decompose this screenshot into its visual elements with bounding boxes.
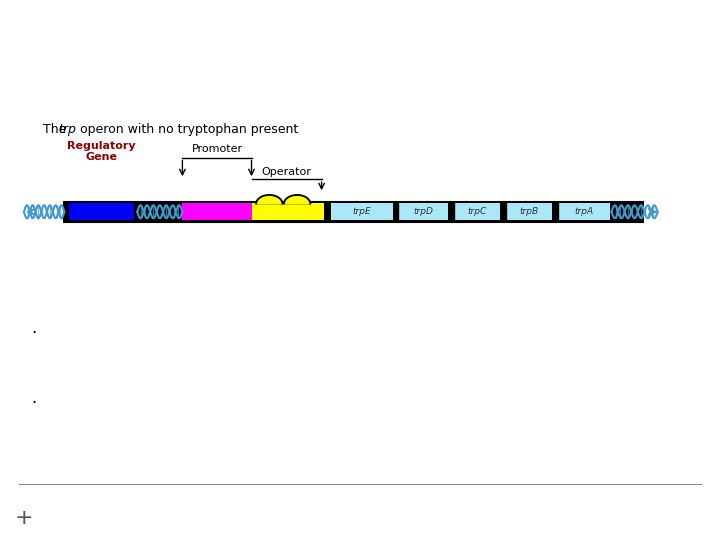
Text: operon with no tryptophan present: operon with no tryptophan present [76,123,298,136]
Text: The: The [43,123,71,136]
Text: .: . [32,389,37,407]
Bar [251,204,323,220]
Text: Operator: Operator [261,167,311,177]
Bar [182,204,251,220]
Bar [558,204,610,220]
Text: trpB: trpB [519,207,539,216]
Bar [398,204,449,220]
Text: trpA: trpA [574,207,593,216]
Text: trp: trp [58,123,76,136]
Text: .: . [32,319,37,338]
Text: trpE: trpE [353,207,372,216]
Text: Gene: Gene [86,152,118,163]
Text: Tryptophan: Tryptophan [284,59,436,83]
Bar [506,204,552,220]
Text: Regulatory: Regulatory [68,141,136,151]
Bar [331,204,392,220]
Text: +: + [14,508,33,529]
Text: MATH + SCIENCE: MATH + SCIENCE [618,512,685,519]
Text: Promoter: Promoter [192,144,243,154]
Bar [69,204,135,220]
Bar [64,201,643,222]
Text: Animation of the $\mathit{trp}$ Operon and Absence of: Animation of the $\mathit{trp}$ Operon a… [67,16,653,44]
Bar [454,204,500,220]
Text: INITIATIVE: INITIATIVE [636,522,667,526]
Text: trpD: trpD [413,207,433,216]
Text: NATIONAL: NATIONAL [636,505,667,510]
Text: trpC: trpC [467,207,487,216]
